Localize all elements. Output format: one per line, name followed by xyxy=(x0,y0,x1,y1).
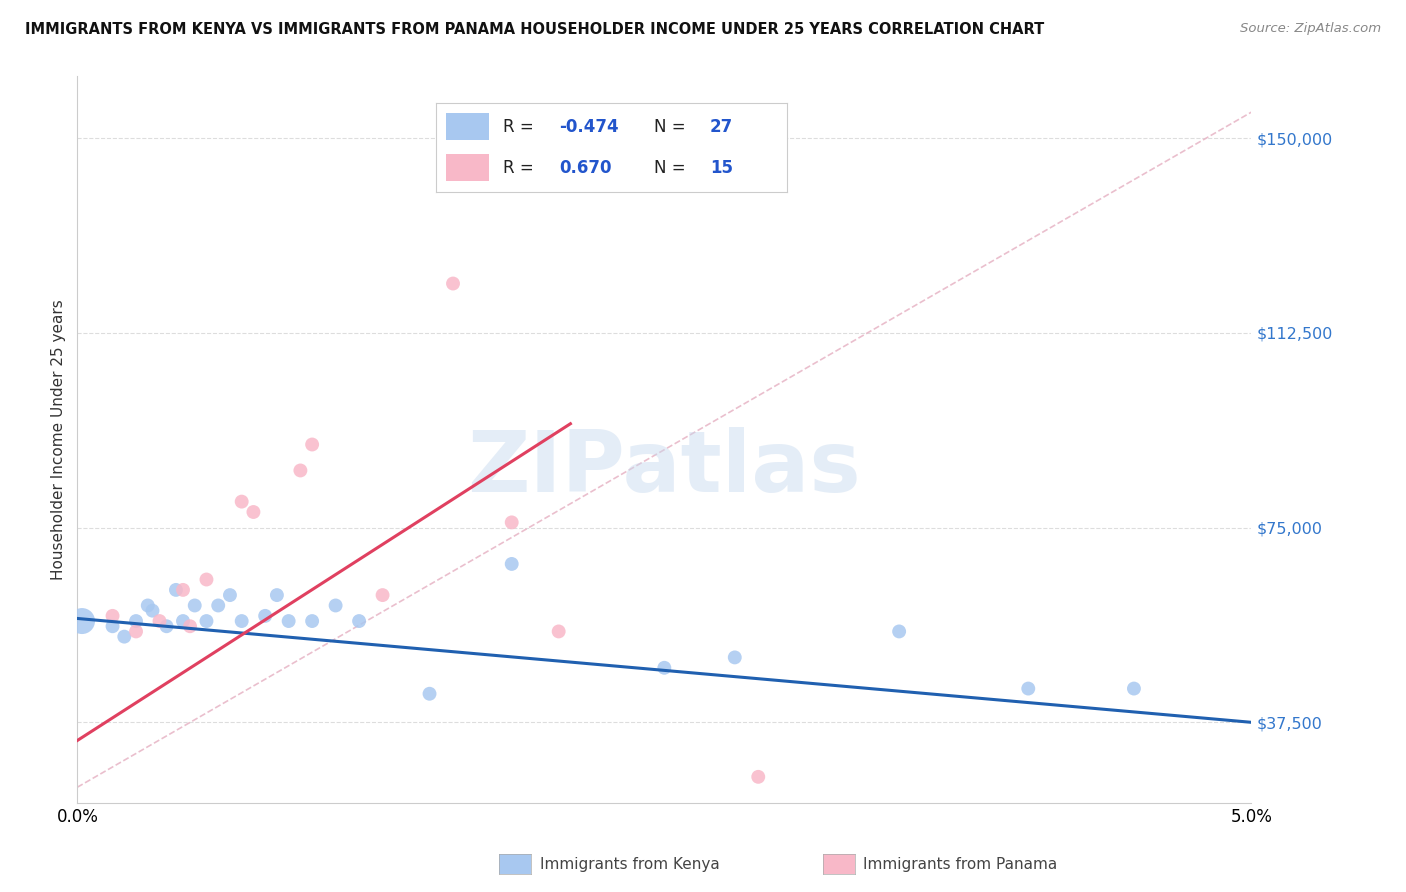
Text: Source: ZipAtlas.com: Source: ZipAtlas.com xyxy=(1240,22,1381,36)
Point xyxy=(231,494,253,508)
Text: IMMIGRANTS FROM KENYA VS IMMIGRANTS FROM PANAMA HOUSEHOLDER INCOME UNDER 25 YEAR: IMMIGRANTS FROM KENYA VS IMMIGRANTS FROM… xyxy=(25,22,1045,37)
Text: -0.474: -0.474 xyxy=(560,118,619,136)
Point xyxy=(195,614,218,628)
Point xyxy=(165,582,187,597)
Point xyxy=(141,604,163,618)
Point xyxy=(179,619,201,633)
Text: Immigrants from Kenya: Immigrants from Kenya xyxy=(540,857,720,871)
FancyBboxPatch shape xyxy=(447,113,489,140)
Point xyxy=(301,437,323,451)
Point xyxy=(347,614,370,628)
Text: ZIPatlas: ZIPatlas xyxy=(467,427,862,510)
Point xyxy=(266,588,288,602)
Text: 15: 15 xyxy=(710,159,733,177)
Text: R =: R = xyxy=(503,118,538,136)
Point xyxy=(441,277,464,291)
Point xyxy=(1017,681,1039,696)
Text: 0.670: 0.670 xyxy=(560,159,612,177)
Point xyxy=(301,614,323,628)
Point xyxy=(290,463,312,477)
Point xyxy=(125,624,148,639)
Text: N =: N = xyxy=(654,118,690,136)
Point xyxy=(183,599,207,613)
Point xyxy=(654,661,676,675)
Point xyxy=(501,516,523,530)
Point xyxy=(70,614,93,628)
Point xyxy=(277,614,299,628)
Point xyxy=(747,770,769,784)
Point xyxy=(195,573,218,587)
Point xyxy=(547,624,569,639)
Point xyxy=(125,614,148,628)
Point xyxy=(724,650,747,665)
Point xyxy=(136,599,159,613)
Point xyxy=(231,614,253,628)
Point xyxy=(207,599,229,613)
Point xyxy=(325,599,347,613)
Point xyxy=(172,582,194,597)
Point xyxy=(1123,681,1146,696)
Point xyxy=(148,614,170,628)
Y-axis label: Householder Income Under 25 years: Householder Income Under 25 years xyxy=(51,299,66,580)
Point xyxy=(112,630,135,644)
Point xyxy=(101,619,124,633)
Point xyxy=(371,588,394,602)
Point xyxy=(172,614,194,628)
Text: 27: 27 xyxy=(710,118,734,136)
Point xyxy=(419,687,441,701)
Point xyxy=(101,608,124,623)
Point xyxy=(889,624,911,639)
Text: N =: N = xyxy=(654,159,690,177)
Text: Immigrants from Panama: Immigrants from Panama xyxy=(863,857,1057,871)
Text: R =: R = xyxy=(503,159,538,177)
FancyBboxPatch shape xyxy=(447,154,489,181)
Point xyxy=(155,619,177,633)
Point xyxy=(219,588,242,602)
Point xyxy=(254,608,277,623)
Point xyxy=(242,505,264,519)
Point xyxy=(501,557,523,571)
